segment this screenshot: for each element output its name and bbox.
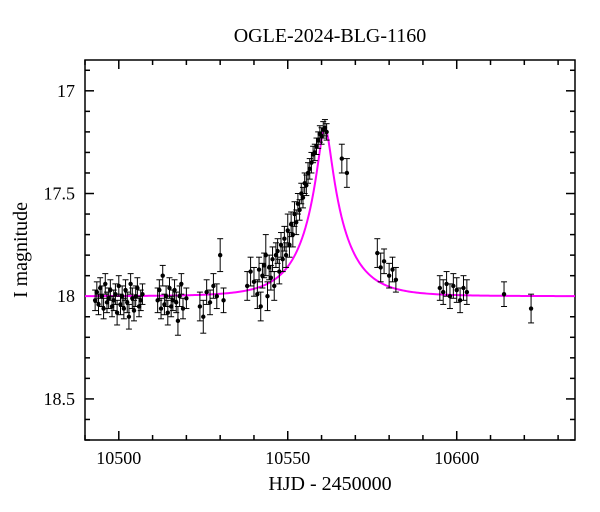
data-point bbox=[113, 292, 117, 296]
data-point bbox=[297, 208, 301, 212]
data-point bbox=[115, 310, 119, 314]
data-point bbox=[451, 284, 455, 288]
data-point bbox=[164, 294, 168, 298]
data-point bbox=[176, 319, 180, 323]
data-point bbox=[159, 306, 163, 310]
data-point bbox=[218, 253, 222, 257]
data-point bbox=[465, 290, 469, 294]
data-point bbox=[324, 130, 328, 134]
data-point bbox=[284, 253, 288, 257]
data-point bbox=[390, 267, 394, 271]
data-point bbox=[172, 288, 176, 292]
data-point bbox=[221, 298, 225, 302]
data-point bbox=[275, 249, 279, 253]
data-point bbox=[161, 273, 165, 277]
plot-frame bbox=[85, 60, 575, 440]
data-point bbox=[279, 243, 283, 247]
data-point bbox=[177, 294, 181, 298]
data-point bbox=[265, 294, 269, 298]
data-point bbox=[123, 288, 127, 292]
data-point bbox=[382, 259, 386, 263]
data-point bbox=[208, 300, 212, 304]
data-point bbox=[140, 292, 144, 296]
data-point bbox=[455, 288, 459, 292]
data-point bbox=[215, 294, 219, 298]
data-point bbox=[252, 280, 256, 284]
data-point bbox=[179, 282, 183, 286]
lightcurve-chart: 10500 10550 10600 17 17.5 18 18.5 OGLE-2024-BLG… bbox=[0, 0, 600, 512]
data-point bbox=[269, 276, 273, 280]
data-point bbox=[103, 282, 107, 286]
data-point bbox=[340, 156, 344, 160]
data-point bbox=[529, 306, 533, 310]
chart-container: 10500 10550 10600 17 17.5 18 18.5 OGLE-2024-BLG… bbox=[0, 0, 600, 512]
data-point bbox=[394, 278, 398, 282]
data-point bbox=[438, 286, 442, 290]
x-tick-label: 10550 bbox=[265, 448, 310, 468]
data-point bbox=[287, 243, 291, 247]
data-point bbox=[128, 282, 132, 286]
x-tick-label: 10500 bbox=[96, 448, 141, 468]
data-point bbox=[167, 286, 171, 290]
data-point bbox=[100, 294, 104, 298]
data-point bbox=[135, 286, 139, 290]
data-point bbox=[127, 315, 131, 319]
data-point bbox=[120, 294, 124, 298]
y-tick-label: 17.5 bbox=[44, 184, 76, 204]
data-point bbox=[294, 220, 298, 224]
data-point bbox=[280, 257, 284, 261]
data-point bbox=[198, 304, 202, 308]
y-tick-label: 18 bbox=[57, 286, 75, 306]
data-point bbox=[378, 265, 382, 269]
data-point bbox=[122, 306, 126, 310]
data-point bbox=[157, 288, 161, 292]
data-point bbox=[272, 284, 276, 288]
data-point bbox=[204, 290, 208, 294]
y-tick-label: 18.5 bbox=[44, 389, 76, 409]
data-point bbox=[101, 306, 105, 310]
data-point bbox=[387, 273, 391, 277]
data-point bbox=[201, 315, 205, 319]
data-point bbox=[270, 257, 274, 261]
y-axis-label: I magnitude bbox=[10, 202, 32, 298]
data-point bbox=[174, 300, 178, 304]
data-point bbox=[345, 171, 349, 175]
x-axis-label: HJD - 2450000 bbox=[268, 473, 391, 495]
data-point bbox=[448, 294, 452, 298]
chart-title: OGLE-2024-BLG-1160 bbox=[234, 25, 427, 47]
data-point bbox=[257, 267, 261, 271]
data-point bbox=[96, 302, 100, 306]
data-point bbox=[286, 228, 290, 232]
data-point bbox=[125, 300, 129, 304]
data-point bbox=[282, 237, 286, 241]
data-point bbox=[255, 292, 259, 296]
data-point bbox=[166, 310, 170, 314]
data-point bbox=[441, 290, 445, 294]
y-tick-label: 17 bbox=[57, 81, 75, 101]
model-curve bbox=[85, 128, 575, 296]
data-point bbox=[259, 304, 263, 308]
data-point bbox=[95, 290, 99, 294]
data-point bbox=[304, 183, 308, 187]
data-point bbox=[248, 269, 252, 273]
x-tick-label: 10600 bbox=[434, 448, 479, 468]
data-point bbox=[132, 308, 136, 312]
data-point bbox=[502, 292, 506, 296]
data-point bbox=[184, 296, 188, 300]
data-point bbox=[301, 195, 305, 199]
data-point bbox=[211, 284, 215, 288]
data-point bbox=[461, 286, 465, 290]
